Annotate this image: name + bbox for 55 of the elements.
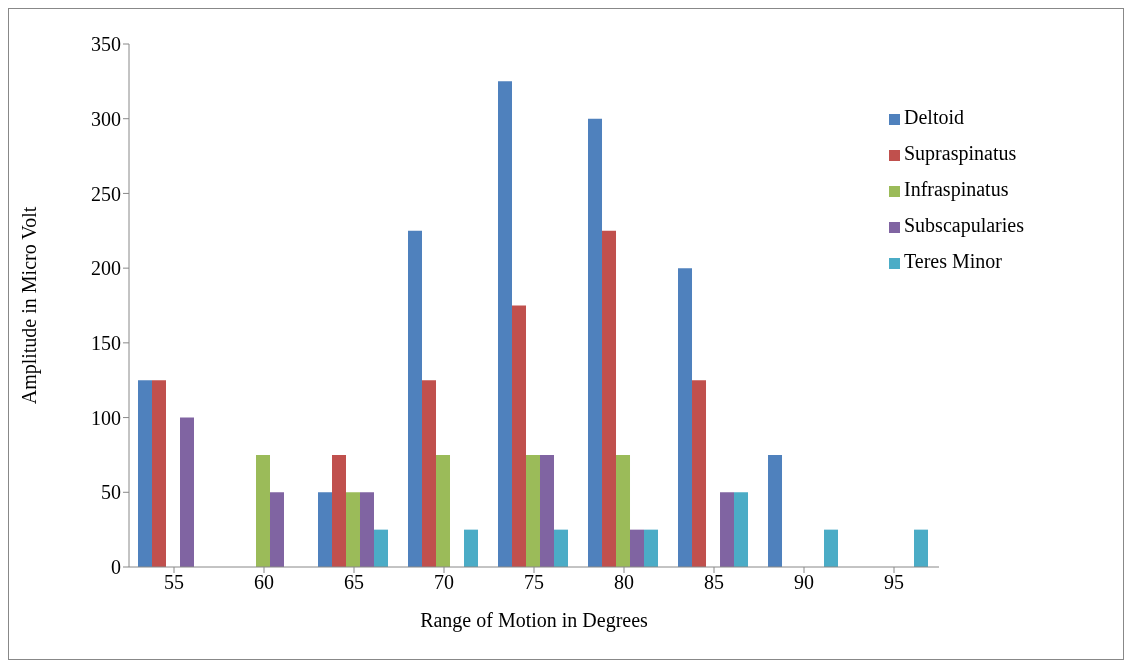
bar xyxy=(914,529,929,567)
y-tick-label: 250 xyxy=(91,182,121,205)
bar xyxy=(464,529,479,567)
bar xyxy=(526,454,541,567)
bar xyxy=(616,454,631,567)
y-tick-label: 300 xyxy=(91,107,121,130)
bar xyxy=(346,492,360,567)
x-tick-label: 55 xyxy=(164,571,184,594)
bar xyxy=(498,81,513,567)
x-tick-label: 75 xyxy=(524,571,545,594)
bar xyxy=(734,492,749,567)
y-axis-title: Amplitude in Micro Volt xyxy=(18,206,42,405)
bar xyxy=(422,380,437,567)
bar xyxy=(318,492,332,567)
bar xyxy=(602,230,617,567)
bar xyxy=(644,529,659,567)
y-tick-label: 0 xyxy=(111,556,121,579)
x-tick-label: 85 xyxy=(704,571,725,594)
bar xyxy=(540,454,555,567)
bar xyxy=(436,454,451,567)
x-tick-label: 60 xyxy=(254,571,274,594)
y-tick-label: 200 xyxy=(91,257,121,280)
bar xyxy=(332,454,346,567)
legend-label: Subscapularies xyxy=(904,214,1024,236)
y-tick-label: 100 xyxy=(91,406,121,429)
y-tick-label: 50 xyxy=(101,481,121,504)
bar xyxy=(630,529,645,567)
y-tick-label: 150 xyxy=(91,331,121,354)
bar xyxy=(512,305,527,567)
bar xyxy=(270,492,284,567)
legend-label: Supraspinatus xyxy=(904,142,1017,164)
bar xyxy=(692,380,707,567)
bar xyxy=(138,380,152,567)
bar xyxy=(360,492,374,567)
legend-label: Infraspinatus xyxy=(904,178,1009,200)
bar xyxy=(768,454,783,567)
bar xyxy=(678,268,693,567)
bar xyxy=(256,454,270,567)
x-tick-label: 95 xyxy=(884,571,905,594)
x-tick-label: 90 xyxy=(794,571,815,594)
bar xyxy=(408,230,423,567)
bar xyxy=(180,417,194,567)
x-tick-label: 70 xyxy=(434,571,455,594)
bar xyxy=(152,380,166,567)
bar xyxy=(554,529,569,567)
bar xyxy=(824,529,839,567)
bar xyxy=(720,492,735,567)
legend-label: Deltoid xyxy=(904,106,964,128)
bar xyxy=(588,118,603,567)
x-tick-label: 80 xyxy=(614,571,635,594)
y-tick-label: 350 xyxy=(91,33,121,56)
x-axis-title: Range of Motion in Degrees xyxy=(420,609,649,632)
x-tick-label: 65 xyxy=(344,571,364,594)
legend-label: Teres Minor xyxy=(904,250,1003,272)
bar xyxy=(374,529,388,567)
